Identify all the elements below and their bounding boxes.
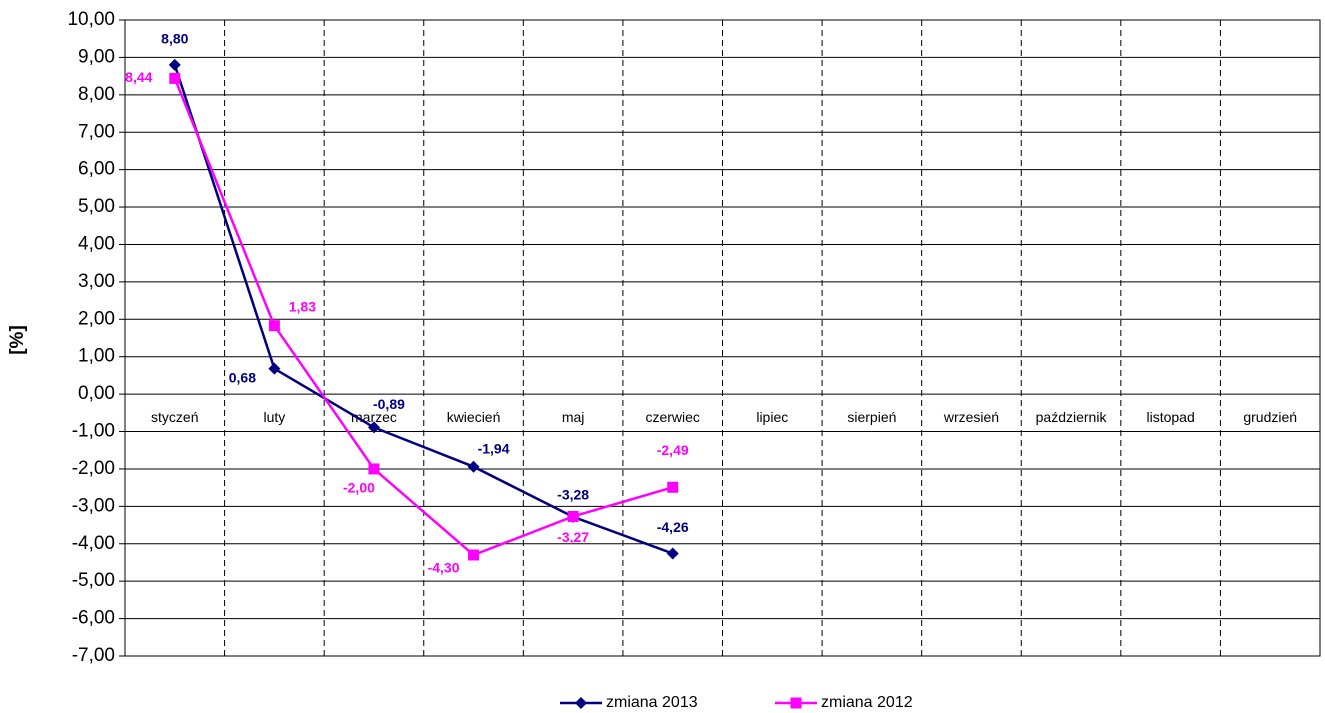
- marker: [575, 697, 587, 709]
- marker: [169, 72, 181, 84]
- marker: [667, 481, 679, 493]
- y-tick-label: 0,00: [78, 383, 115, 404]
- marker: [468, 549, 480, 561]
- x-tick-label: listopad: [1146, 409, 1194, 425]
- series-line: [173, 77, 674, 557]
- y-tick-label: 3,00: [78, 271, 115, 292]
- y-tick-label: 2,00: [78, 308, 115, 329]
- x-tick-label: czerwiec: [645, 409, 699, 425]
- x-tick-label: maj: [562, 409, 585, 425]
- data-label: 1,83: [289, 298, 316, 314]
- legend-label: zmiana 2012: [821, 694, 913, 711]
- marker: [567, 510, 579, 522]
- marker: [367, 421, 380, 434]
- x-tick-label: styczeń: [151, 409, 198, 425]
- marker: [268, 362, 281, 375]
- data-label: -2,49: [657, 442, 689, 458]
- y-tick-label: -4,00: [72, 533, 115, 554]
- plot-frame: [124, 19, 1321, 657]
- y-tick-label: 8,00: [78, 84, 115, 105]
- marker: [790, 697, 802, 709]
- y-tick-label: 10,00: [67, 9, 115, 30]
- x-tick-label: wrzesień: [943, 409, 999, 425]
- x-tick-label: luty: [263, 409, 285, 425]
- data-label: -4,26: [657, 519, 689, 535]
- y-tick-label: -1,00: [72, 421, 115, 442]
- y-tick-label: 5,00: [78, 196, 115, 217]
- y-tick-label: -5,00: [72, 570, 115, 591]
- x-tick-label: kwiecień: [447, 409, 501, 425]
- data-label: 8,44: [125, 69, 152, 85]
- data-label: -1,94: [478, 440, 510, 456]
- marker: [467, 460, 480, 473]
- x-tick-label: październik: [1036, 409, 1108, 425]
- y-tick-label: 1,00: [78, 346, 115, 367]
- y-tick-label: 9,00: [78, 46, 115, 67]
- y-tick-label: -3,00: [72, 495, 115, 516]
- marker: [168, 58, 181, 71]
- x-tick-label: lipiec: [756, 409, 788, 425]
- y-tick-label: 6,00: [78, 159, 115, 180]
- data-label: 0,68: [229, 369, 256, 385]
- y-axis-label: [%]: [7, 325, 28, 355]
- data-label: -4,30: [428, 560, 460, 576]
- marker: [368, 463, 380, 475]
- y-tick-label: -6,00: [72, 608, 115, 629]
- marker: [666, 547, 679, 560]
- marker: [268, 320, 280, 332]
- legend-label: zmiana 2013: [606, 694, 698, 711]
- series-line: [173, 64, 674, 555]
- x-tick-label: grudzień: [1243, 409, 1297, 425]
- y-tick-label: -2,00: [72, 458, 115, 479]
- y-tick-label: 4,00: [78, 233, 115, 254]
- data-label: -3,28: [557, 487, 589, 503]
- y-tick-label: -7,00: [72, 645, 115, 666]
- data-label: -2,00: [343, 480, 375, 496]
- data-label: -3,27: [557, 529, 589, 545]
- x-tick-label: sierpień: [847, 409, 896, 425]
- y-tick-label: 7,00: [78, 121, 115, 142]
- data-label: -0,89: [373, 396, 405, 412]
- data-label: 8,80: [161, 31, 188, 47]
